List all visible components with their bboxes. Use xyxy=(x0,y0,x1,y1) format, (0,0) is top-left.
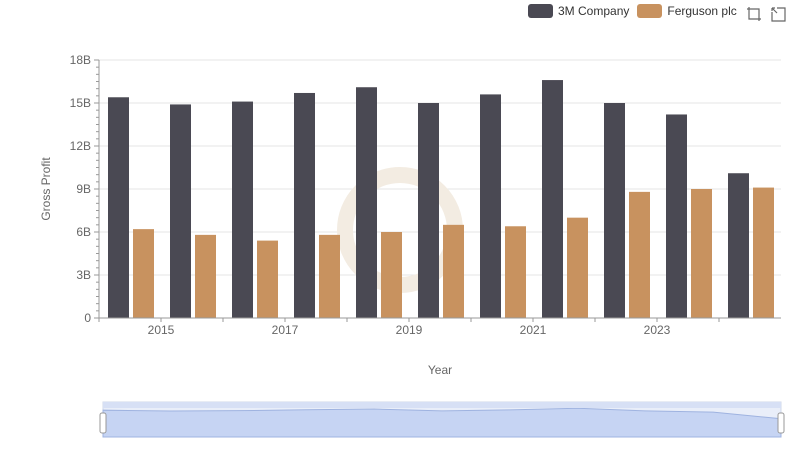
bar-3m-company-2016[interactable] xyxy=(232,101,253,318)
bar-ferguson-plc-2017[interactable] xyxy=(319,234,340,318)
bar-ferguson-plc-2021[interactable] xyxy=(567,217,588,318)
bar-ferguson-plc-2023[interactable] xyxy=(691,189,712,318)
legend-label: Ferguson plc xyxy=(667,4,737,18)
bar-ferguson-plc-2018[interactable] xyxy=(381,232,402,318)
zoom-handle-left[interactable] xyxy=(99,412,107,434)
y-tick-label: 3B xyxy=(76,268,91,282)
zoom-icon[interactable] xyxy=(746,6,762,22)
y-tick-label: 15B xyxy=(70,96,91,110)
bar-3m-company-2018[interactable] xyxy=(356,87,377,318)
bar-ferguson-plc-2014[interactable] xyxy=(133,229,154,318)
bar-3m-company-2021[interactable] xyxy=(542,80,563,318)
bar-3m-company-2014[interactable] xyxy=(108,97,129,319)
legend-item-3m-company[interactable]: 3M Company xyxy=(528,4,629,18)
x-tick-label: 2021 xyxy=(520,323,547,337)
bar-3m-company-2019[interactable] xyxy=(418,103,439,318)
y-tick-label: 0 xyxy=(84,311,91,325)
bar-3m-company-2017[interactable] xyxy=(294,92,315,318)
x-axis-label: Year xyxy=(428,363,452,377)
legend-swatch xyxy=(637,4,663,18)
bar-ferguson-plc-2016[interactable] xyxy=(257,240,278,318)
zoom-handle-right[interactable] xyxy=(777,412,785,434)
y-axis-label: Gross Profit xyxy=(39,157,53,221)
bar-ferguson-plc-2020[interactable] xyxy=(505,226,526,318)
bar-3m-company-2022[interactable] xyxy=(604,103,625,318)
x-tick-label: 2015 xyxy=(148,323,175,337)
y-tick-label: 6B xyxy=(76,225,91,239)
legend: 3M Company Ferguson plc xyxy=(528,4,737,18)
legend-label: 3M Company xyxy=(558,4,630,18)
data-zoom-slider[interactable] xyxy=(99,401,785,438)
x-tick-label: 2017 xyxy=(272,323,299,337)
bar-ferguson-plc-2024[interactable] xyxy=(753,187,774,318)
axes: 0 3B 6B 9B 12B 15B 18B 2015 2017 2019 2021 2023 xyxy=(70,53,781,337)
bar-ferguson-plc-2019[interactable] xyxy=(443,224,464,318)
zoom-move-bar[interactable] xyxy=(103,402,781,408)
restore-icon[interactable] xyxy=(770,6,786,22)
y-tick-label: 12B xyxy=(70,139,91,153)
toolbar xyxy=(746,6,786,22)
legend-swatch xyxy=(528,4,553,18)
y-tick-label: 18B xyxy=(70,53,91,67)
bar-ferguson-plc-2015[interactable] xyxy=(195,234,216,318)
zoom-preview-area xyxy=(102,407,782,438)
bar-ferguson-plc-2022[interactable] xyxy=(629,191,650,318)
legend-item-ferguson-plc[interactable]: Ferguson plc xyxy=(637,4,737,18)
y-tick-label: 9B xyxy=(76,182,91,196)
bar-3m-company-2023[interactable] xyxy=(666,114,687,318)
x-tick-label: 2019 xyxy=(396,323,423,337)
bars xyxy=(108,80,774,319)
x-tick-label: 2023 xyxy=(644,323,671,337)
bar-3m-company-2024[interactable] xyxy=(728,173,749,318)
bar-3m-company-2015[interactable] xyxy=(170,104,191,318)
bar-3m-company-2020[interactable] xyxy=(480,94,501,319)
